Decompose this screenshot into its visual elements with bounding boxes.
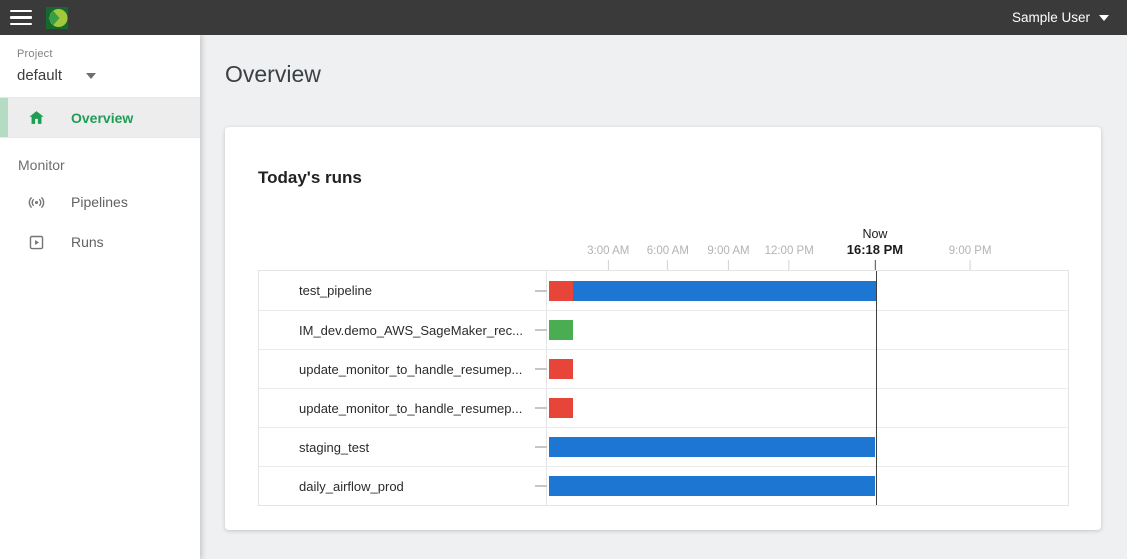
gantt-bar-running[interactable] — [549, 476, 875, 497]
app-logo-icon[interactable] — [46, 6, 68, 29]
topbar: Sample User — [0, 0, 1127, 35]
gantt-bar-succeeded[interactable] — [549, 320, 574, 341]
broadcast-icon — [28, 196, 45, 208]
gantt-row[interactable]: update_monitor_to_handle_resumep... — [259, 388, 1068, 428]
user-menu[interactable]: Sample User — [1012, 10, 1109, 25]
todays-runs-card: Today's runs 3:00 AM 6:00 AM 9:00 AM 12:00 … — [225, 127, 1101, 530]
project-selector[interactable]: Project default — [0, 35, 200, 98]
sidebar-section-monitor: Monitor — [18, 157, 65, 173]
gantt-row-label: test_pipeline — [259, 271, 547, 311]
gantt-row-track — [535, 271, 1068, 310]
gantt-now-line — [875, 271, 877, 506]
gantt-row-label: update_monitor_to_handle_resumep... — [259, 389, 547, 428]
gantt-row-label: update_monitor_to_handle_resumep... — [259, 350, 547, 389]
card-title: Today's runs — [258, 168, 362, 188]
gantt-row-label: daily_airflow_prod — [259, 467, 547, 506]
gantt-now-marker: Now 16:18 PM — [847, 227, 903, 271]
sidebar-item-overview[interactable]: Overview — [0, 98, 200, 138]
gantt-row-start-dash — [535, 446, 547, 449]
project-value: default — [17, 67, 63, 84]
gantt-row-label: staging_test — [259, 428, 547, 467]
gantt-row-track — [535, 350, 1068, 388]
gantt-axis: 3:00 AM 6:00 AM 9:00 AM 12:00 PM 9:00 PM Now 1… — [546, 224, 1069, 271]
todays-runs-gantt: 3:00 AM 6:00 AM 9:00 AM 12:00 PM 9:00 PM Now 1… — [258, 224, 1069, 507]
gantt-row-start-dash — [535, 329, 547, 332]
play-box-icon — [29, 235, 44, 249]
sidebar-item-pipelines[interactable]: Pipelines — [0, 182, 200, 222]
gantt-axis-tick: 9:00 PM — [949, 245, 992, 271]
gantt-bar-failed[interactable] — [549, 398, 574, 419]
sidebar: Project default Overview Monitor Pipelin… — [0, 35, 200, 559]
gantt-row-start-dash — [535, 407, 547, 410]
gantt-row[interactable]: staging_test — [259, 427, 1068, 467]
page-title: Overview — [225, 61, 321, 87]
gantt-row[interactable]: update_monitor_to_handle_resumep... — [259, 349, 1068, 389]
gantt-row-track — [535, 389, 1068, 427]
gantt-row-track — [535, 311, 1068, 349]
gantt-row-track — [535, 428, 1068, 466]
gantt-axis-tick: 12:00 PM — [765, 245, 814, 271]
gantt-row-start-dash — [535, 368, 547, 371]
chevron-down-icon — [86, 72, 97, 79]
gantt-row-start-dash — [535, 485, 547, 488]
gantt-axis-tick: 9:00 AM — [707, 245, 750, 271]
sidebar-item-label: Runs — [71, 234, 104, 250]
project-label: Project — [17, 48, 53, 60]
gantt-row-start-dash — [535, 289, 547, 292]
sidebar-item-runs[interactable]: Runs — [0, 222, 200, 262]
gantt-axis-tick: 6:00 AM — [647, 245, 689, 271]
gantt-rows: test_pipeline IM_dev.demo_AWS_SageMaker_r… — [258, 270, 1069, 507]
main-content: Overview Today's runs 3:00 AM 6:00 AM 9:00… — [200, 35, 1127, 559]
chevron-down-icon — [1099, 14, 1109, 21]
hamburger-menu-icon[interactable] — [10, 9, 32, 26]
gantt-row[interactable]: daily_airflow_prod — [259, 466, 1068, 506]
gantt-bar-failed[interactable] — [549, 359, 574, 380]
sidebar-item-label: Overview — [71, 109, 134, 126]
gantt-bar-failed[interactable] — [549, 280, 574, 301]
gantt-row[interactable]: test_pipeline — [259, 271, 1068, 311]
gantt-axis-tick: 3:00 AM — [587, 245, 629, 271]
gantt-row[interactable]: IM_dev.demo_AWS_SageMaker_rec... — [259, 310, 1068, 350]
sidebar-item-label: Pipelines — [71, 194, 128, 210]
user-name: Sample User — [1011, 10, 1090, 25]
gantt-row-label: IM_dev.demo_AWS_SageMaker_rec... — [259, 311, 547, 350]
gantt-bar-running[interactable] — [573, 280, 876, 301]
gantt-bar-running[interactable] — [549, 437, 875, 458]
gantt-row-track — [535, 467, 1068, 505]
home-icon — [29, 111, 44, 124]
